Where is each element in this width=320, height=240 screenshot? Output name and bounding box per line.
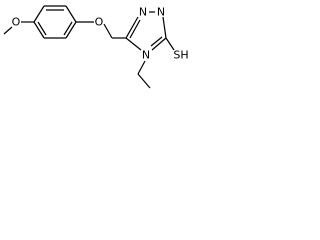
bond bbox=[65, 5, 77, 23]
bond bbox=[137, 73, 151, 89]
bond bbox=[165, 37, 175, 51]
bond bbox=[125, 16, 139, 39]
bond bbox=[65, 21, 77, 39]
bond bbox=[125, 37, 142, 51]
bond bbox=[129, 19, 141, 39]
page: {"atoms": [ {"label": "O"}, {"label": "O… bbox=[0, 0, 192, 98]
atom-label: O bbox=[12, 16, 21, 29]
bond bbox=[137, 60, 146, 75]
bond bbox=[3, 26, 13, 35]
bond bbox=[63, 21, 73, 36]
bond bbox=[150, 36, 163, 47]
bond bbox=[33, 21, 45, 39]
atom-label: N bbox=[157, 6, 165, 19]
bond bbox=[103, 23, 113, 39]
atom-label: O bbox=[95, 16, 104, 29]
atom-label: N bbox=[139, 6, 147, 19]
bond bbox=[33, 5, 45, 23]
bond bbox=[151, 37, 167, 51]
bond bbox=[162, 16, 167, 39]
bonds bbox=[3, 5, 175, 89]
atom-label: SH bbox=[173, 49, 188, 62]
bond bbox=[37, 21, 47, 36]
atom-label: N bbox=[142, 49, 150, 62]
molecule: O O N N N SH bbox=[3, 5, 189, 89]
